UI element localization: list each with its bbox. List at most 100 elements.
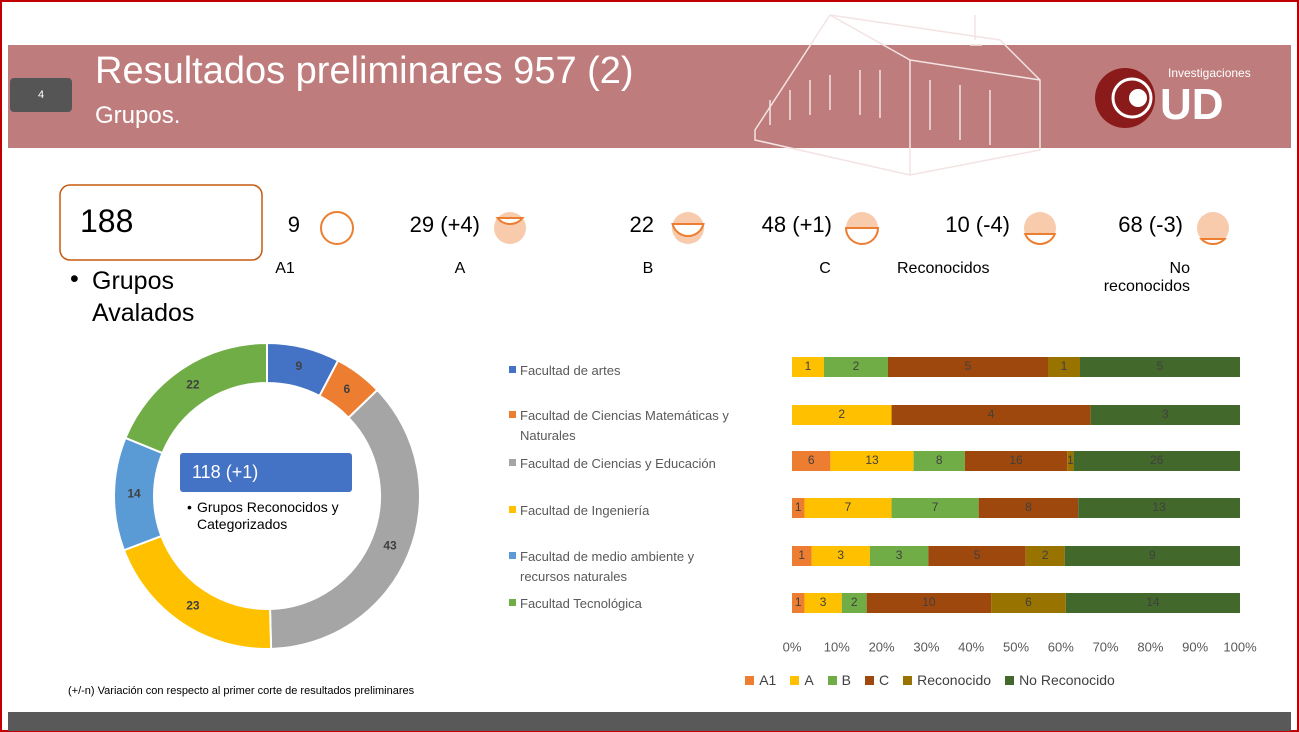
footer-band (8, 712, 1291, 731)
donut-slice (269, 388, 421, 650)
stat-label: B (642, 260, 654, 277)
data-label: 3 (1162, 407, 1169, 421)
data-label: 8 (936, 453, 943, 467)
legend-label: Facultad de medio ambiente y recursos na… (520, 549, 695, 584)
bar-segment (792, 405, 892, 425)
bar-segment (1064, 546, 1240, 566)
legend-item: A (790, 672, 814, 688)
bar-segment (792, 498, 805, 518)
center-label: Grupos Reconocidos y Categorizados (197, 499, 339, 532)
bar-segment (866, 593, 992, 613)
legend-label: C (879, 672, 890, 688)
subtitle: Grupos. (95, 102, 181, 129)
bar-segment (1065, 593, 1240, 613)
legend-label: No Reconocido (1019, 672, 1115, 688)
footnote: (+/-n) Variación con respecto al primer … (68, 685, 415, 697)
data-label: 1 (1067, 453, 1074, 467)
bar-segment (1073, 451, 1240, 471)
stat-icon-fill (671, 223, 705, 237)
bar-segment (792, 593, 805, 613)
bar-segment (792, 357, 824, 377)
x-tick-label: 60% (1048, 639, 1074, 654)
data-label: 13 (1152, 500, 1166, 514)
data-label: 2 (853, 359, 860, 373)
slide-number: 4 (37, 89, 45, 101)
legend-label: A (804, 672, 814, 688)
data-label: 2 (838, 407, 845, 421)
legend-item: A1 (745, 672, 776, 688)
data-label: 10 (922, 595, 936, 609)
x-tick-label: 30% (913, 639, 939, 654)
legend-swatch (509, 411, 516, 418)
data-label: 26 (1150, 453, 1164, 467)
stat-value: 29 (+4) (409, 212, 480, 237)
data-label: 5 (974, 548, 981, 562)
legend-swatch (509, 552, 516, 559)
data-label: 3 (820, 595, 827, 609)
bar-segment (804, 498, 892, 518)
stat-icon-fill (1199, 238, 1227, 245)
legend-label: Facultad de Ciencias y Educación (520, 456, 716, 471)
bar-segment (888, 357, 1048, 377)
data-label: 6 (1025, 595, 1032, 609)
stat-icon (320, 211, 354, 245)
stat-value: 10 (-4) (945, 212, 1010, 237)
stat-value: 9 (287, 212, 300, 237)
stat-value: 48 (+1) (761, 212, 832, 237)
data-label: 2 (1042, 548, 1049, 562)
data-label: 9 (1149, 548, 1156, 562)
legend-swatch (509, 599, 516, 606)
center-value: 118 (+1) (180, 453, 352, 492)
legend-swatch (509, 506, 516, 513)
data-label: 1 (795, 595, 802, 609)
legend-item: No Reconocido (1005, 672, 1115, 688)
bullet: • (70, 265, 79, 293)
x-tick-label: 0% (783, 639, 802, 654)
donut-slice (122, 534, 273, 650)
legend-label: B (841, 672, 851, 688)
bar-segment (978, 498, 1079, 518)
stat-label: No reconocidos (1103, 260, 1190, 295)
stat-icon (494, 212, 526, 244)
legend-swatch (903, 676, 913, 685)
data-label: 1 (795, 500, 802, 514)
title: Resultados preliminares 957 (2) (95, 50, 634, 92)
legend-swatch (865, 676, 874, 685)
stat-label: Reconocidos (897, 260, 990, 277)
legend-item: B (827, 672, 851, 688)
legend-label: Facultad Tecnológica (520, 596, 642, 611)
legend-label: Facultad de Ciencias Matemáticas y Natur… (520, 408, 729, 443)
bar-segment (964, 451, 1068, 471)
x-tick-label: 90% (1182, 639, 1208, 654)
data-label: 43 (383, 539, 397, 553)
stat-label: A (454, 260, 466, 277)
legend-swatch (1005, 676, 1015, 685)
slide-number-box (10, 78, 72, 112)
stat-value: 68 (-3) (1118, 212, 1183, 237)
legend-label: A1 (759, 672, 777, 688)
bar-segment (804, 593, 842, 613)
bar-segment (1067, 451, 1074, 471)
bar-segment (811, 546, 870, 566)
legend-label: Facultad de artes (520, 363, 621, 378)
stat-label: C (819, 260, 831, 277)
legend-swatch (509, 366, 516, 373)
x-tick-label: 100% (1223, 639, 1257, 654)
stat-icon-fill (1023, 233, 1057, 245)
data-label: 22 (186, 378, 200, 392)
stat-value: 22 (629, 212, 654, 237)
total-label: Grupos Avalados (92, 267, 195, 327)
bar-segment (891, 405, 1091, 425)
bar-segment (824, 357, 888, 377)
legend-swatch (509, 459, 516, 466)
data-label: 13 (865, 453, 879, 467)
bar-segment (792, 451, 831, 471)
stat-label: A1 (275, 260, 295, 277)
data-label: 5 (1157, 359, 1164, 373)
legend-item: Reconocido (903, 672, 991, 688)
data-label: 7 (845, 500, 852, 514)
data-label: 2 (851, 595, 858, 609)
donut-slice (124, 341, 268, 455)
